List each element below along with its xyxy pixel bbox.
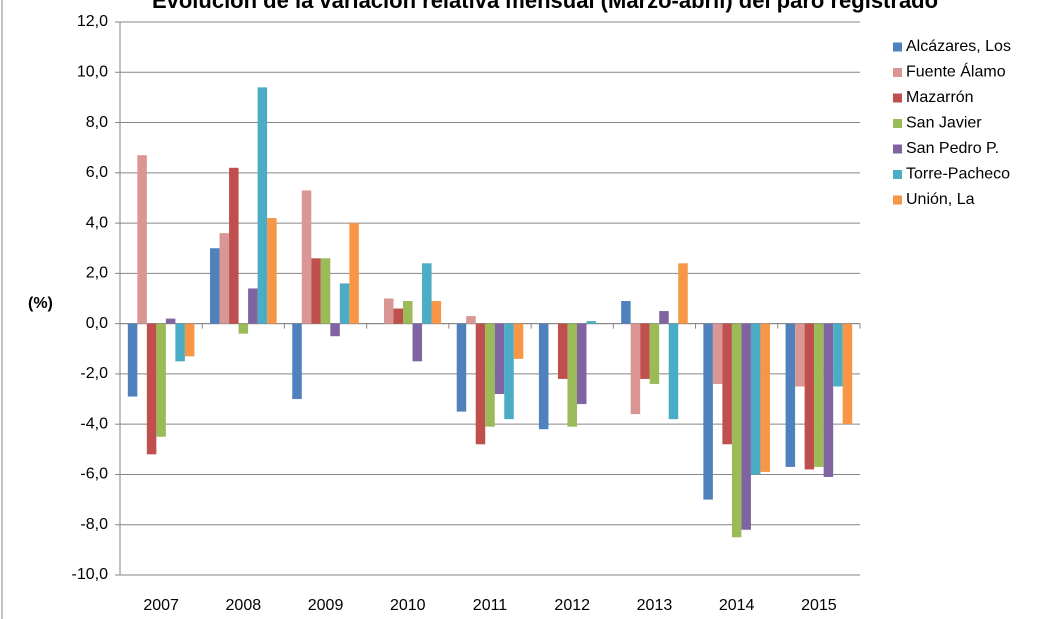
bar [722, 323, 732, 445]
x-tick-label: 2009 [308, 597, 344, 614]
legend-swatch [893, 119, 902, 128]
bar [741, 323, 751, 530]
y-tick-label: 2,0 [86, 265, 108, 282]
x-tick-label: 2010 [390, 597, 426, 614]
bar [184, 323, 195, 357]
bar [412, 323, 423, 362]
x-tick-label: 2008 [226, 597, 262, 614]
y-tick-label: -8,0 [80, 516, 108, 533]
bar [339, 283, 350, 324]
bar [814, 323, 824, 467]
bar [403, 301, 413, 324]
bar [456, 323, 467, 412]
bar [156, 323, 166, 437]
bar [485, 323, 495, 427]
bar [301, 190, 312, 324]
x-tick-label: 2012 [554, 597, 590, 614]
bar [349, 223, 359, 324]
bar [795, 323, 805, 387]
bar [330, 323, 340, 337]
legend-label: San Pedro P. [906, 140, 999, 157]
bar [731, 323, 742, 538]
bar [393, 308, 404, 324]
bar [431, 301, 442, 324]
bar [175, 323, 185, 362]
bar [649, 323, 660, 384]
chart-title: Evolución de la variación relativa mensu… [151, 0, 939, 13]
bar [257, 87, 268, 324]
legend-swatch [893, 170, 902, 179]
x-tick-label: 2013 [637, 597, 673, 614]
bar [785, 323, 796, 467]
bar [557, 323, 568, 379]
bar [621, 301, 631, 324]
y-tick-label: -2,0 [80, 365, 108, 382]
bar [146, 323, 157, 455]
y-tick-label: -4,0 [80, 415, 108, 432]
y-tick-label: -10,0 [72, 566, 109, 583]
x-tick-label: 2014 [719, 597, 755, 614]
bar [320, 258, 331, 324]
bar [165, 318, 176, 324]
bar [678, 263, 688, 324]
bar [137, 155, 147, 324]
bar [494, 323, 505, 395]
bar [466, 316, 476, 324]
legend-swatch [893, 195, 902, 205]
bar [760, 323, 770, 472]
legend-swatch [893, 93, 902, 103]
y-axis-label: (%) [28, 295, 53, 312]
x-tick-label: 2007 [143, 597, 179, 614]
bar [668, 323, 679, 420]
y-tick-label: 10,0 [77, 63, 108, 80]
bar [804, 323, 815, 470]
bar [127, 323, 138, 397]
bar [586, 321, 597, 324]
legend-swatch [893, 42, 902, 52]
bar [576, 323, 587, 405]
legend-label: Torre-Pacheco [906, 166, 1010, 183]
bar [292, 323, 302, 400]
bar [833, 323, 843, 387]
bar [219, 233, 230, 324]
bar [422, 263, 432, 324]
legend-swatch [893, 144, 902, 154]
bar [238, 323, 249, 334]
bar [475, 323, 486, 445]
bar [538, 323, 549, 430]
legend-label: Mazarrón [906, 89, 974, 106]
y-tick-label: 8,0 [86, 114, 108, 131]
bar [640, 323, 650, 379]
bar [311, 258, 321, 324]
bar [630, 323, 641, 415]
bar [703, 323, 713, 500]
bar [712, 323, 723, 384]
bar [210, 248, 220, 324]
bar [750, 323, 761, 475]
y-tick-label: 12,0 [77, 13, 108, 30]
x-tick-label: 2015 [801, 597, 837, 614]
bar [229, 167, 239, 324]
legend-label: Unión, La [906, 191, 975, 208]
bar [504, 323, 514, 420]
bar [513, 323, 524, 359]
y-tick-label: 4,0 [86, 214, 108, 231]
legend-swatch [893, 68, 902, 77]
y-tick-label: 6,0 [86, 164, 108, 181]
bar [383, 298, 394, 324]
y-tick-label: -6,0 [80, 466, 108, 483]
bar [842, 323, 853, 425]
bar [823, 323, 834, 477]
x-tick-label: 2011 [473, 597, 508, 614]
bar [567, 323, 577, 427]
bar [659, 311, 669, 324]
legend-label: Fuente Álamo [906, 62, 1006, 81]
bar [248, 288, 258, 324]
bar [267, 218, 277, 324]
legend-label: Alcázares, Los [906, 38, 1011, 55]
y-tick-label: 0,0 [86, 315, 108, 332]
legend-label: San Javier [906, 115, 982, 132]
